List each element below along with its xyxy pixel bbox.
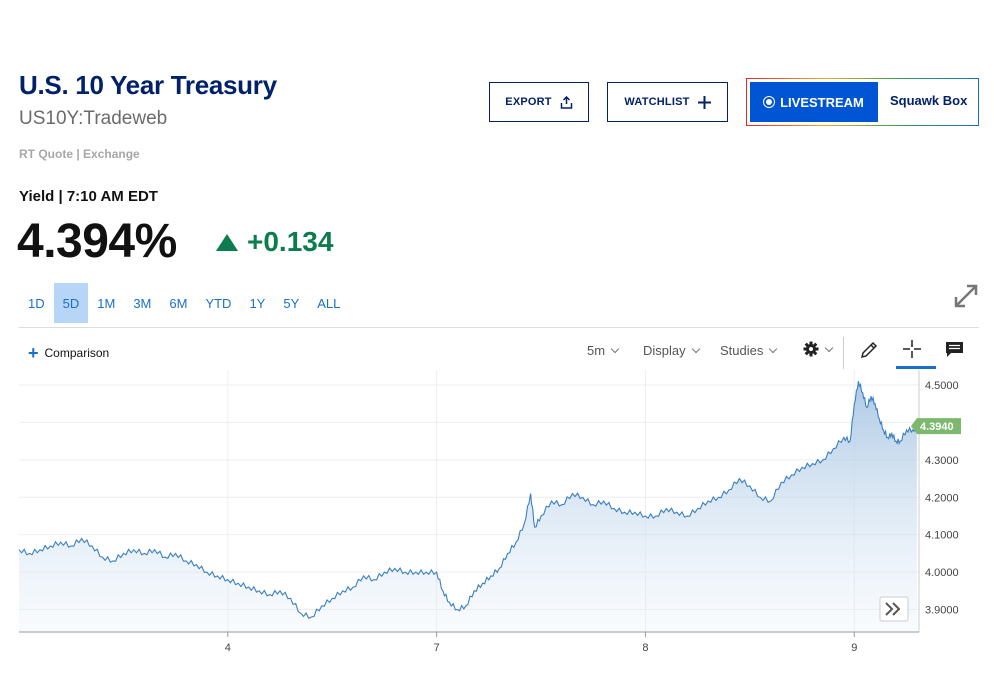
crosshair-icon[interactable] — [903, 340, 921, 358]
y-axis: 4.50004.40004.30004.20004.10004.00003.90… — [918, 370, 959, 632]
price-change: +0.134 — [216, 226, 333, 258]
double-chevron-right-icon — [885, 602, 901, 616]
range-1d[interactable]: 1D — [28, 295, 45, 311]
plus-icon — [697, 95, 711, 109]
gear-icon — [803, 341, 819, 357]
chevron-down-icon — [610, 344, 620, 354]
livestream-label: LIVESTREAM — [780, 94, 864, 110]
display-label: Display — [643, 343, 686, 358]
export-button[interactable]: EXPORT — [489, 82, 589, 122]
squawk-box-link[interactable]: Squawk Box — [890, 93, 968, 108]
settings-dropdown[interactable] — [803, 341, 834, 357]
page-title: U.S. 10 Year Treasury — [19, 70, 277, 100]
series-line — [18, 381, 918, 620]
up-arrow-icon — [216, 233, 238, 251]
chevron-down-icon — [769, 344, 778, 354]
export-label: EXPORT — [505, 96, 552, 108]
comment-icon[interactable] — [945, 341, 964, 358]
share-icon — [560, 95, 572, 109]
draw-pencil-icon[interactable] — [859, 340, 879, 360]
last-value-label: 4.3940 — [920, 421, 954, 433]
chevron-down-icon — [691, 344, 700, 354]
livestream-button[interactable]: LIVESTREAM — [750, 82, 878, 122]
chevron-down-icon — [824, 343, 834, 352]
last-value-badge: 4.3940 — [911, 418, 961, 435]
interval-value: 5m — [587, 343, 606, 358]
range-ytd[interactable]: YTD — [205, 295, 232, 311]
range-all[interactable]: ALL — [317, 295, 341, 311]
display-dropdown[interactable]: Display — [643, 343, 700, 358]
range-1m[interactable]: 1M — [97, 295, 116, 311]
y-tick-label: 4.0000 — [925, 567, 959, 579]
x-tick-label: 9 — [851, 642, 857, 654]
range-selector: 1D 5D 1M 3M 6M YTD 1Y 5Y ALL — [19, 283, 349, 323]
range-3m[interactable]: 3M — [133, 295, 152, 311]
quote-source: RT Quote | Exchange — [19, 147, 140, 161]
scroll-right-button[interactable] — [879, 596, 909, 622]
expand-icon[interactable] — [953, 283, 979, 309]
add-icon: + — [28, 343, 39, 363]
yield-label: Yield | 7:10 AM EDT — [19, 188, 158, 205]
crosshair-active-indicator — [896, 366, 936, 369]
range-1y[interactable]: 1Y — [249, 295, 266, 311]
y-tick-label: 4.1000 — [925, 530, 959, 542]
live-dot-icon — [764, 97, 775, 107]
interval-dropdown[interactable]: 5m — [587, 343, 620, 358]
range-5y[interactable]: 5Y — [283, 295, 300, 311]
y-tick-label: 4.3000 — [925, 455, 959, 467]
yield-chart[interactable]: 4.50004.40004.30004.20004.10004.00003.90… — [0, 370, 994, 660]
livestream-widget: LIVESTREAM Squawk Box — [746, 78, 979, 126]
studies-label: Studies — [720, 343, 764, 358]
symbol-label: US10Y:Tradeweb — [19, 108, 168, 129]
toolbar-divider — [19, 327, 979, 328]
series-area — [19, 381, 917, 632]
x-axis: 4 7 8 9 — [19, 631, 919, 654]
range-5d[interactable]: 5D — [53, 283, 89, 323]
range-6m[interactable]: 6M — [169, 295, 188, 311]
studies-dropdown[interactable]: Studies — [720, 343, 778, 358]
watchlist-button[interactable]: WATCHLIST — [607, 82, 728, 122]
change-value: +0.134 — [247, 226, 334, 257]
x-tick-label: 8 — [642, 642, 648, 654]
comparison-button[interactable]: + Comparison — [28, 343, 110, 363]
price-value: 4.394% — [17, 215, 177, 268]
watchlist-label: WATCHLIST — [624, 96, 690, 108]
y-tick-label: 4.2000 — [925, 492, 959, 504]
y-tick-label: 4.5000 — [925, 380, 959, 392]
toolbar-separator — [843, 337, 844, 369]
comparison-label: Comparison — [44, 346, 110, 360]
x-tick-label: 7 — [434, 642, 440, 654]
x-tick-label: 4 — [225, 642, 231, 654]
y-tick-label: 3.9000 — [925, 605, 959, 617]
